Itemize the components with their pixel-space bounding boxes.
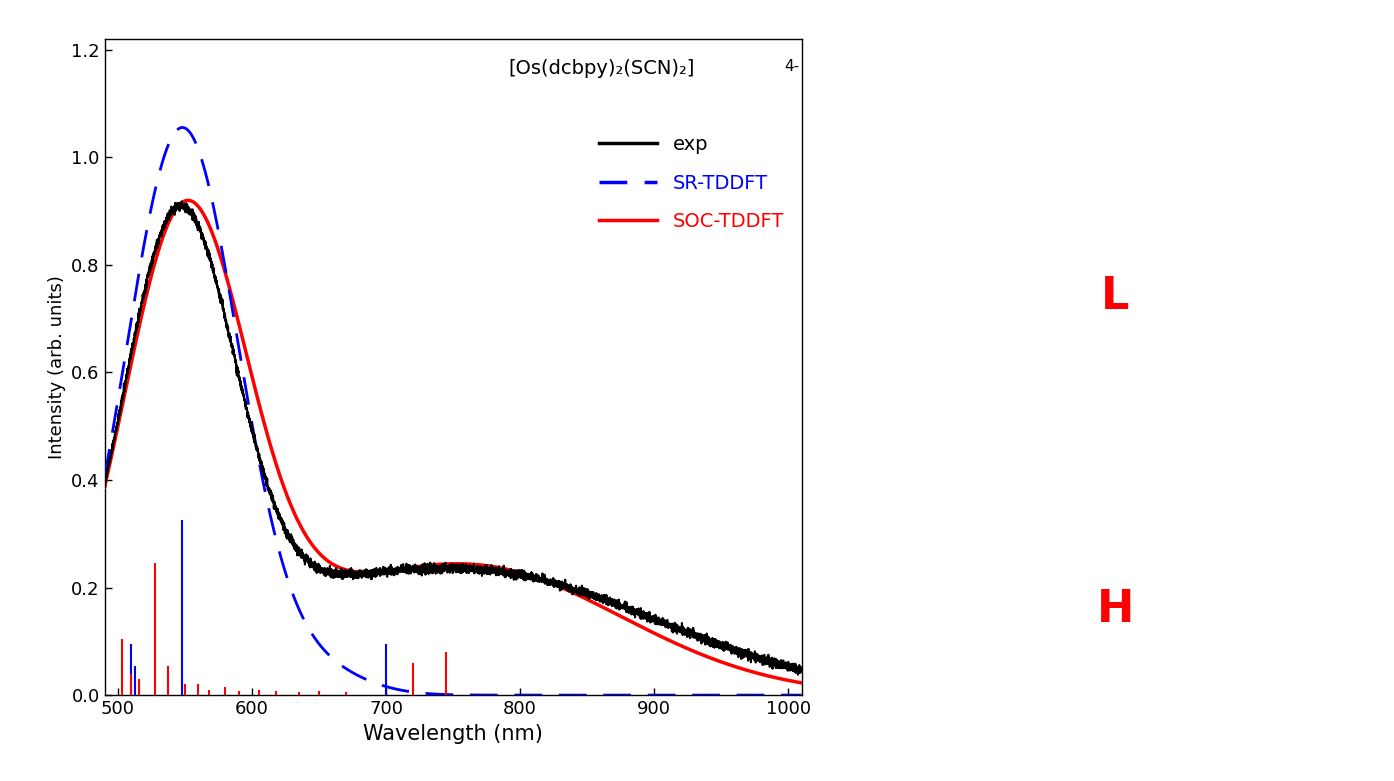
Text: H: H: [1097, 587, 1133, 631]
Legend: exp, SR-TDDFT, SOC-TDDFT: exp, SR-TDDFT, SOC-TDDFT: [591, 127, 792, 239]
Text: [Os(dcbpy)₂(SCN)₂]: [Os(dcbpy)₂(SCN)₂]: [509, 59, 696, 78]
X-axis label: Wavelength (nm): Wavelength (nm): [362, 723, 544, 744]
Text: L: L: [1101, 275, 1129, 319]
Text: 4-: 4-: [783, 59, 799, 73]
Y-axis label: Intensity (arb. units): Intensity (arb. units): [47, 275, 66, 459]
